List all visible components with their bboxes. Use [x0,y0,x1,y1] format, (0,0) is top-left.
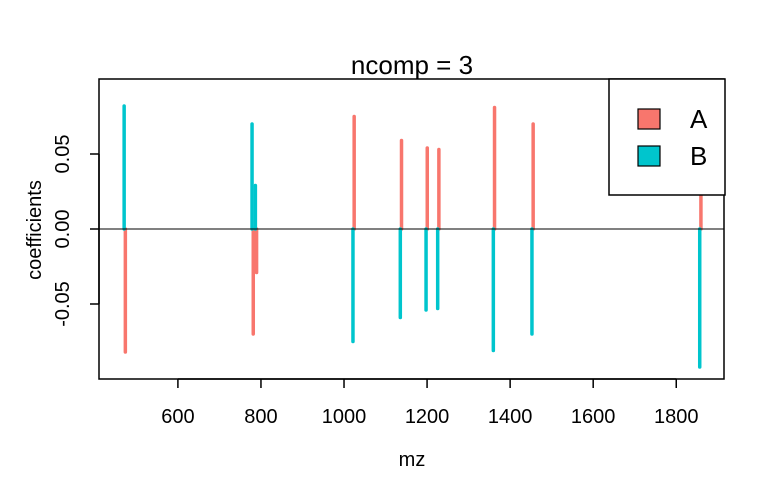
y-tick-label-1: 0.00 [52,210,74,249]
legend-swatch-B [638,146,660,166]
x-tick-label-3: 1200 [405,406,450,428]
chart-title: ncomp = 3 [351,50,473,80]
y-axis: -0.05 0.00 0.05 [52,135,99,327]
legend-label-B: B [690,141,707,171]
x-tick-label-0: 600 [161,406,194,428]
legend-swatch-A [638,109,660,129]
x-tick-label-1: 800 [244,406,277,428]
x-axis: 600 800 1000 1200 1400 1600 1800 [161,379,698,428]
y-tick-label-2: 0.05 [52,135,74,174]
legend-box [609,79,725,195]
x-tick-label-5: 1600 [571,406,616,428]
x-tick-label-4: 1400 [488,406,533,428]
y-axis-label: coefficients [24,180,46,280]
x-tick-label-2: 1000 [322,406,367,428]
legend-label-A: A [690,104,708,134]
legend: AB [609,79,725,195]
x-axis-label: mz [399,449,426,471]
y-tick-label-0: -0.05 [52,281,74,327]
x-tick-label-6: 1800 [654,406,699,428]
